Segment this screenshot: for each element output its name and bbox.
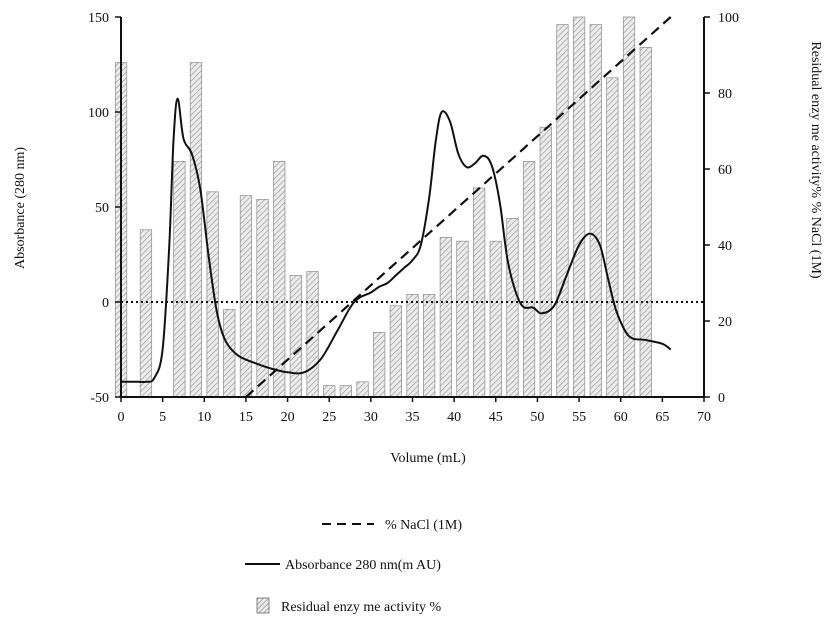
activity-bar (489, 240, 502, 398)
x-tick-label: 60 (614, 410, 628, 425)
x-tick-label: 45 (489, 410, 503, 425)
activity-bar (606, 77, 619, 398)
activity-bar (456, 240, 469, 398)
activity-bar (339, 385, 352, 398)
chart-axes: 0 5 10 15 20 25 30 35 40 45 50 55 60 65 70 150 100 50 0 -50… (88, 11, 739, 425)
x-tick-label: 30 (364, 410, 378, 425)
activity-bar (639, 47, 652, 398)
activity-bar (589, 24, 602, 398)
y-right-tick-label: 80 (718, 87, 732, 102)
activity-bar (356, 381, 369, 398)
chart-lines (121, 16, 704, 398)
legend-absorbance-label: Absorbance 280 nm(m AU) (285, 558, 441, 573)
y-left-tick-label: 150 (88, 11, 109, 26)
y-left-tick-label: 0 (102, 296, 109, 311)
x-tick-label: 25 (322, 410, 336, 425)
y-right-tick-label: 60 (718, 163, 732, 178)
legend-nacl-label: % NaCl (1M) (385, 518, 462, 533)
activity-bar (506, 218, 519, 398)
activity-bar (423, 294, 436, 398)
activity-bar (173, 161, 186, 398)
activity-bar (223, 309, 236, 398)
activity-bar (139, 229, 153, 398)
activity-bar (239, 195, 253, 398)
x-tick-label: 40 (447, 410, 461, 425)
absorbance-line (121, 97, 672, 384)
activity-bar (622, 16, 636, 398)
y-right-tick-label: 100 (718, 11, 739, 26)
activity-bar (522, 161, 536, 398)
x-tick-label: 5 (159, 410, 166, 425)
y-left-tick-label: 50 (95, 201, 109, 216)
x-tick-label: 15 (239, 410, 253, 425)
legend-activity-swatch (256, 597, 270, 614)
x-tick-label: 55 (572, 410, 586, 425)
x-tick-label: 70 (697, 410, 711, 425)
y-axis-right-label: Residual enzy me activity% % NaCl (1M) (808, 41, 823, 278)
activity-bar (473, 187, 486, 398)
activity-bars (114, 16, 652, 398)
activity-bar (289, 275, 302, 398)
x-tick-label: 10 (197, 410, 211, 425)
activity-bar (406, 294, 419, 398)
x-axis-label: Volume (mL) (390, 451, 466, 466)
x-tick-label: 65 (655, 410, 669, 425)
activity-bar (206, 191, 219, 398)
legend-activity-label: Residual enzy me activity % (281, 600, 442, 615)
activity-bar (373, 332, 386, 398)
activity-bar (273, 161, 286, 398)
activity-bar (189, 62, 203, 398)
activity-bar (439, 237, 452, 398)
activity-bar (572, 16, 586, 398)
y-axis-left-label: Absorbance (280 nm) (13, 147, 28, 269)
legend: % NaCl (1M) Absorbance 280 nm(m AU) Resi… (245, 518, 462, 615)
activity-bar (306, 271, 319, 398)
y-right-tick-label: 0 (718, 391, 725, 406)
x-tick-label: 20 (281, 410, 295, 425)
x-tick-label: 50 (530, 410, 544, 425)
y-right-tick-label: 20 (718, 315, 732, 330)
y-left-tick-label: 100 (88, 106, 109, 121)
activity-bar (539, 126, 552, 398)
y-right-tick-label: 40 (718, 239, 732, 254)
activity-bar (323, 385, 336, 398)
activity-bar (389, 305, 402, 398)
y-left-tick-label: -50 (90, 391, 109, 406)
x-tick-label: 0 (118, 410, 125, 425)
x-tick-label: 35 (406, 410, 420, 425)
activity-bar (556, 24, 569, 398)
